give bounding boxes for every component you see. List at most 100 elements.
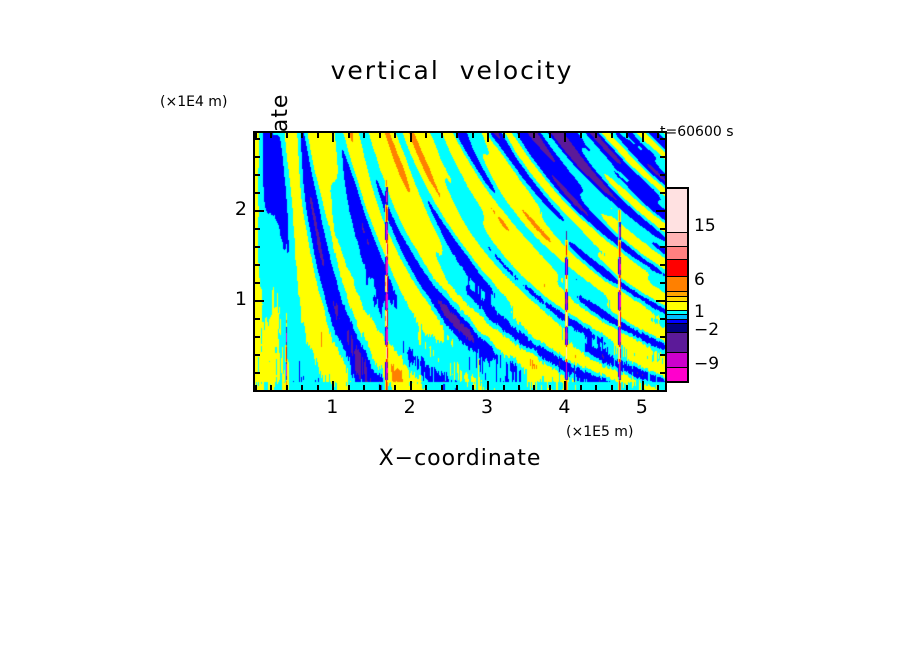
tick-mark — [456, 133, 458, 138]
colorbar-band — [667, 318, 687, 324]
colorbar-band — [667, 367, 687, 382]
tick-mark — [270, 133, 272, 138]
tick-mark — [503, 133, 505, 138]
tick-mark — [425, 133, 427, 138]
colorbar — [665, 187, 689, 383]
colorbar-separator — [667, 367, 687, 368]
colorbar-label: 15 — [694, 216, 716, 236]
colorbar-separator — [667, 301, 687, 302]
tick-mark — [487, 381, 489, 390]
tick-mark — [410, 133, 412, 142]
tick-mark — [255, 354, 260, 356]
tick-mark — [379, 385, 381, 390]
colorbar-band — [667, 245, 687, 260]
tick-mark — [255, 300, 264, 302]
tick-mark — [626, 133, 628, 138]
colorbar-separator — [667, 332, 687, 333]
colorbar-band — [667, 301, 687, 311]
tick-mark — [660, 192, 665, 194]
page-title: vertical velocity — [330, 56, 574, 85]
tick-mark — [441, 133, 443, 138]
tick-mark — [348, 385, 350, 390]
tick-mark — [255, 282, 260, 284]
tick-mark — [580, 385, 582, 390]
tick-mark — [660, 318, 665, 320]
tick-mark — [472, 385, 474, 390]
x-axis-title: X−coordinate — [378, 446, 542, 471]
tick-mark — [611, 133, 613, 138]
tick-mark — [363, 385, 365, 390]
colorbar-separator — [667, 319, 687, 320]
tick-mark — [394, 133, 396, 138]
tick-mark — [255, 264, 260, 266]
time-annotation: t=60600 s — [660, 124, 734, 140]
tick-mark — [656, 300, 665, 302]
tick-mark — [301, 385, 303, 390]
tick-mark — [255, 246, 260, 248]
tick-mark — [270, 385, 272, 390]
tick-mark — [660, 246, 665, 248]
tick-mark — [564, 381, 566, 390]
colorbar-separator — [667, 259, 687, 260]
y-tick-label: 2 — [234, 197, 247, 220]
tick-mark — [660, 336, 665, 338]
tick-mark — [472, 133, 474, 138]
tick-mark — [255, 228, 260, 230]
tick-mark — [255, 192, 260, 194]
x-tick-label: 1 — [326, 396, 339, 418]
colorbar-separator — [667, 276, 687, 277]
colorbar-separator — [667, 246, 687, 247]
tick-mark — [255, 156, 260, 158]
tick-mark — [657, 385, 659, 390]
tick-mark — [642, 133, 644, 142]
tick-mark — [255, 385, 257, 390]
tick-mark — [533, 385, 535, 390]
tick-mark — [611, 385, 613, 390]
tick-mark — [660, 282, 665, 284]
tick-mark — [410, 381, 412, 390]
colorbar-label: −9 — [694, 354, 720, 374]
tick-mark — [255, 138, 260, 140]
colorbar-separator — [667, 352, 687, 353]
tick-mark — [425, 385, 427, 390]
tick-mark — [660, 372, 665, 374]
tick-mark — [595, 133, 597, 138]
tick-mark — [317, 133, 319, 138]
tick-mark — [564, 133, 566, 142]
tick-mark — [456, 385, 458, 390]
tick-mark — [379, 133, 381, 138]
x-tick-label: 5 — [635, 396, 648, 418]
tick-mark — [533, 133, 535, 138]
colorbar-band — [667, 231, 687, 246]
tick-mark — [549, 133, 551, 138]
tick-mark — [394, 385, 396, 390]
tick-mark — [642, 381, 644, 390]
colorbar-label: −2 — [694, 320, 720, 340]
tick-mark — [348, 133, 350, 138]
x-axis-unit-label: (×1E5 m) — [566, 424, 634, 440]
tick-mark — [660, 390, 665, 392]
x-tick-label: 3 — [481, 396, 494, 418]
tick-mark — [255, 372, 260, 374]
tick-mark — [660, 138, 665, 140]
colorbar-band — [667, 275, 687, 292]
tick-mark — [363, 133, 365, 138]
tick-mark — [255, 133, 257, 138]
tick-mark — [286, 385, 288, 390]
tick-mark — [255, 336, 260, 338]
tick-mark — [660, 264, 665, 266]
tick-mark — [518, 133, 520, 138]
tick-mark — [255, 318, 260, 320]
x-tick-label: 4 — [558, 396, 571, 418]
tick-mark — [660, 354, 665, 356]
x-tick-label: 2 — [403, 396, 416, 418]
tick-mark — [255, 174, 260, 176]
colorbar-separator — [667, 232, 687, 233]
tick-mark — [332, 133, 334, 142]
colorbar-label: 1 — [694, 302, 705, 322]
tick-mark — [657, 133, 659, 138]
colorbar-band — [667, 309, 687, 314]
colorbar-separator — [667, 310, 687, 311]
tick-mark — [595, 385, 597, 390]
